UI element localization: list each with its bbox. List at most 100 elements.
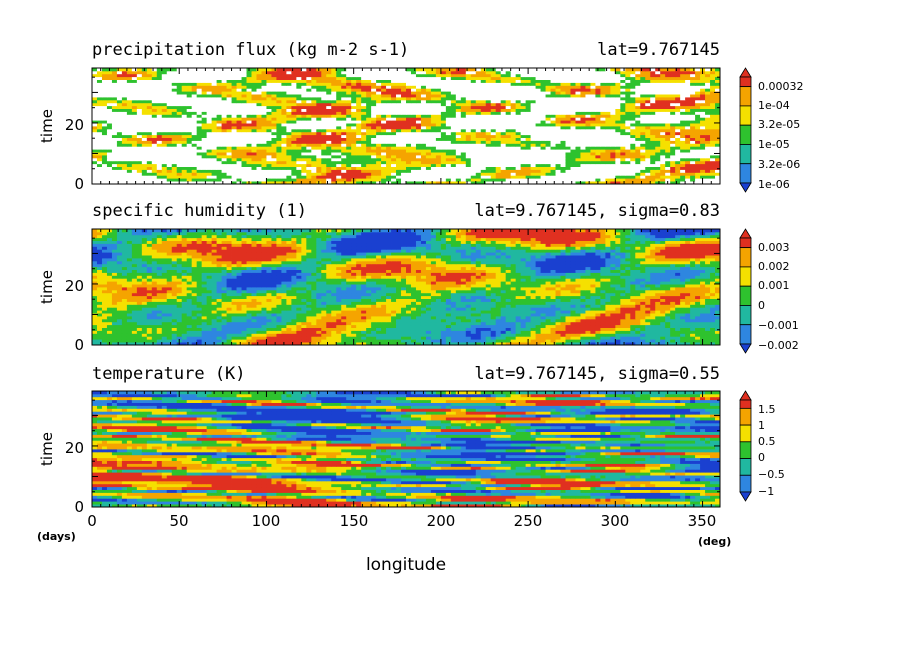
heatmap-cell — [281, 128, 287, 133]
heatmap-cell — [700, 111, 706, 115]
heatmap-cell — [560, 155, 566, 159]
heatmap-cell — [655, 88, 661, 92]
heatmap-cell — [386, 146, 392, 150]
heatmap-cell — [415, 91, 422, 95]
heatmap-cell — [92, 76, 98, 80]
heatmap-cell — [650, 79, 656, 83]
heatmap-cell — [515, 76, 522, 80]
heatmap-cell — [595, 172, 601, 176]
heatmap-cell — [361, 105, 367, 109]
heatmap-cell — [376, 149, 382, 153]
heatmap-cell — [595, 85, 601, 89]
heatmap-cell — [540, 85, 546, 89]
heatmap-cell — [351, 126, 357, 130]
heatmap-cell — [505, 99, 512, 104]
heatmap-cell — [396, 181, 402, 185]
heatmap-cell — [226, 85, 232, 89]
heatmap-cell — [146, 94, 153, 98]
heatmap-cell — [685, 146, 691, 150]
heatmap-cell — [520, 99, 527, 104]
heatmap-cell — [650, 114, 656, 118]
heatmap-cell — [500, 70, 507, 75]
heatmap-cell — [161, 143, 168, 147]
heatmap-cell — [156, 88, 163, 92]
heatmap-cell — [545, 73, 551, 78]
heatmap-cell — [410, 152, 417, 156]
heatmap-cell — [625, 79, 631, 83]
heatmap-cell — [231, 172, 237, 176]
heatmap-cell — [301, 149, 307, 153]
heatmap-cell — [585, 97, 591, 101]
heatmap-cell — [645, 102, 651, 107]
heatmap-cell — [510, 102, 517, 107]
heatmap-cell — [136, 97, 143, 101]
heatmap-cell — [266, 114, 272, 118]
heatmap-cell — [685, 82, 691, 86]
heatmap-cell — [231, 82, 237, 86]
heatmap-cell — [296, 73, 302, 78]
heatmap-cell — [201, 88, 208, 92]
heatmap-cell — [381, 126, 387, 130]
heatmap-cell — [545, 157, 551, 162]
heatmap-cells — [92, 68, 721, 185]
heatmap-cell — [201, 149, 208, 153]
heatmap-cell — [665, 88, 671, 92]
heatmap-cell — [291, 126, 297, 130]
heatmap-cell — [425, 99, 432, 104]
heatmap-cell — [650, 181, 656, 185]
heatmap-cell — [570, 149, 576, 153]
heatmap-cell — [391, 120, 397, 124]
heatmap-cell — [306, 99, 312, 104]
heatmap-cell — [635, 108, 641, 112]
heatmap-cell — [406, 94, 412, 98]
heatmap-cell — [460, 111, 467, 115]
heatmap-cell — [520, 175, 527, 179]
heatmap-cell — [520, 152, 527, 156]
heatmap-cell — [406, 181, 412, 185]
heatmap-cell — [291, 178, 297, 182]
heatmap-cell — [550, 76, 556, 80]
heatmap-cell — [346, 82, 352, 86]
heatmap-cell — [246, 88, 252, 92]
heatmap-cell — [286, 128, 292, 133]
heatmap-cell — [615, 160, 621, 165]
heatmap-cell — [625, 134, 631, 138]
heatmap-cell — [650, 97, 656, 101]
heatmap-cell — [92, 175, 98, 179]
heatmap-cell — [700, 85, 706, 89]
heatmap-cell — [346, 111, 352, 115]
heatmap-cell — [181, 146, 188, 150]
heatmap-cell — [530, 155, 536, 159]
heatmap-cell — [176, 85, 183, 89]
heatmap-cell — [660, 181, 666, 185]
heatmap-cell — [276, 169, 282, 173]
heatmap-cell — [415, 131, 422, 136]
heatmap-cell — [455, 102, 462, 107]
heatmap-cell — [346, 181, 352, 185]
heatmap-cell — [146, 70, 153, 75]
heatmap-cell — [281, 123, 287, 127]
heatmap-cell — [640, 85, 646, 89]
heatmap-cell — [106, 155, 113, 159]
heatmap-cell — [281, 157, 287, 162]
heatmap-cell — [470, 79, 477, 83]
heatmap-cell — [321, 143, 327, 147]
heatmap-cell — [241, 131, 247, 136]
heatmap-cell — [186, 149, 193, 153]
heatmap-cell — [361, 175, 367, 179]
heatmap-cell — [291, 105, 297, 109]
heatmap-cell — [136, 102, 143, 107]
heatmap-cell — [146, 76, 153, 80]
heatmap-cell — [430, 76, 437, 80]
heatmap-cell — [101, 131, 108, 136]
heatmap-cell — [106, 79, 113, 83]
heatmap-cell — [326, 114, 332, 118]
heatmap-cell — [715, 134, 721, 138]
heatmap-cell — [361, 140, 367, 144]
heatmap-cell — [116, 117, 123, 121]
heatmap-cell — [146, 126, 153, 130]
heatmap-cell — [495, 181, 502, 185]
heatmap-cell — [530, 76, 536, 80]
heatmap-cell — [301, 111, 307, 115]
heatmap-cell — [121, 163, 128, 167]
